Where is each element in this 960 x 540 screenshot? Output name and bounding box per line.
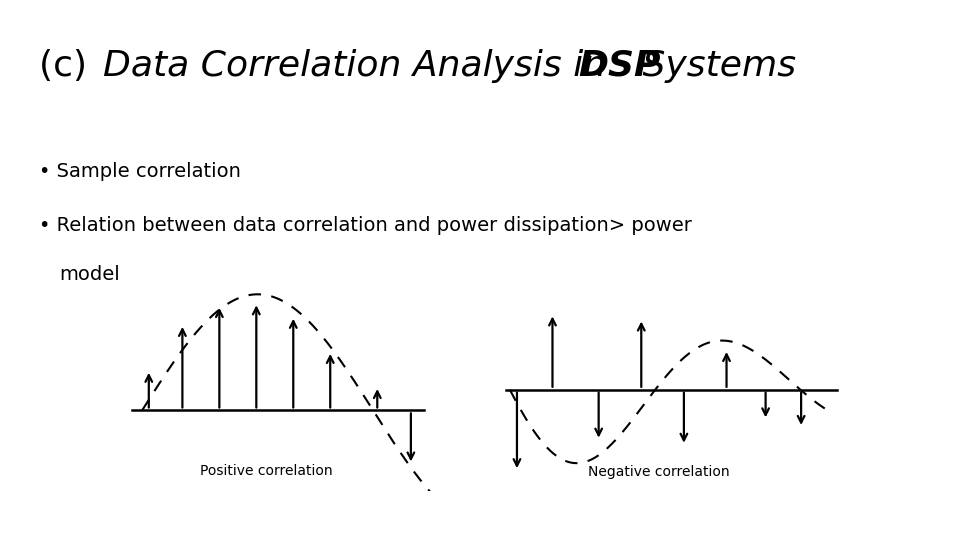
Text: • Relation between data correlation and power dissipation> power: • Relation between data correlation and … [39,216,692,235]
Text: Positive correlation: Positive correlation [200,464,333,478]
Text: DSP: DSP [579,49,661,83]
Text: • Sample correlation: • Sample correlation [39,162,241,181]
Text: model: model [60,265,120,284]
Text: Systems: Systems [631,49,796,83]
Text: Data Correlation Analysis in: Data Correlation Analysis in [103,49,617,83]
Text: Negative correlation: Negative correlation [588,465,730,478]
Text: (c): (c) [39,49,99,83]
